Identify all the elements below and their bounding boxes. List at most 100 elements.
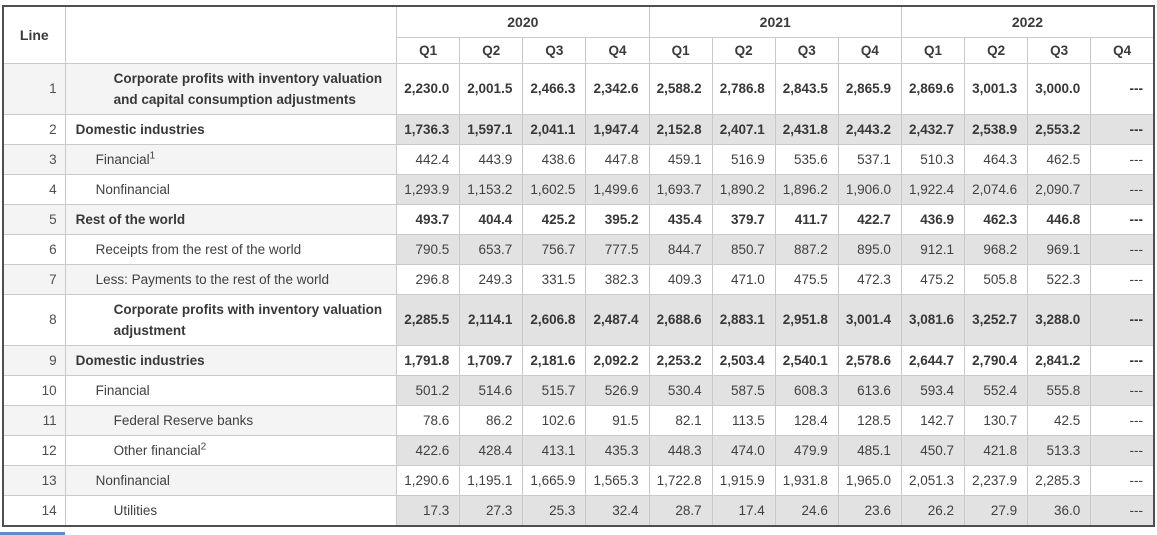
table-row: 1 Corporate profits with inventory valuat… [2, 62, 1155, 115]
row-label: Corporate profits with inventory valuati… [64, 293, 398, 346]
cell-value: 128.5 [837, 404, 902, 436]
row-label: Domestic industries [64, 113, 398, 145]
cell-value: 459.1 [648, 143, 713, 175]
cell-value: 130.7 [964, 404, 1029, 436]
cell-value: 1,890.2 [711, 173, 776, 205]
cell-value: 474.0 [711, 434, 776, 466]
cell-value: 447.8 [585, 143, 650, 175]
cell-value: 1,290.6 [396, 464, 461, 496]
cell-value: 443.9 [459, 143, 524, 175]
cell-value: --- [1090, 62, 1155, 115]
cell-value: 24.6 [774, 494, 839, 526]
table-row: 13 Nonfinancial 1,290.6 1,195.1 1,665.9 1,565… [2, 464, 1155, 496]
cell-value: 17.3 [396, 494, 461, 526]
cell-value: 1,965.0 [837, 464, 902, 496]
cell-value: 756.7 [522, 233, 587, 265]
cell-value: 2,041.1 [522, 113, 587, 145]
cell-value: 613.6 [837, 374, 902, 406]
cell-value: 464.3 [964, 143, 1029, 175]
quarter-header-2021-q2: Q2 [711, 36, 776, 64]
cell-value: 522.3 [1027, 263, 1092, 295]
cell-value: 1,709.7 [459, 344, 524, 376]
cell-value: 1,931.8 [774, 464, 839, 496]
cell-value: 27.9 [964, 494, 1029, 526]
cell-value: 27.3 [459, 494, 524, 526]
cell-value: 428.4 [459, 434, 524, 466]
cell-value: 1,293.9 [396, 173, 461, 205]
cell-value: 128.4 [774, 404, 839, 436]
cell-value: 36.0 [1027, 494, 1092, 526]
cell-value: 1,915.9 [711, 464, 776, 496]
cell-value: 3,001.4 [837, 293, 902, 346]
table-row: 12 Other financial2 422.6 428.4 413.1 435.3 44… [2, 434, 1155, 466]
cell-value: 2,688.6 [648, 293, 713, 346]
cell-value: 462.5 [1027, 143, 1092, 175]
cell-value: 912.1 [900, 233, 966, 265]
line-number: 10 [2, 374, 66, 406]
row-label: Financial1 [64, 143, 398, 175]
cell-value: 2,181.6 [522, 344, 587, 376]
cell-value: 479.9 [774, 434, 839, 466]
quarter-header-2022-q4: Q4 [1090, 36, 1155, 64]
cell-value: --- [1090, 113, 1155, 145]
line-number: 6 [2, 233, 66, 265]
cell-value: 1,597.1 [459, 113, 524, 145]
corporate-profits-table: Line 2020 2021 2022 Q1 Q2 Q3 Q4 Q1 Q2 Q3… [2, 5, 1155, 527]
row-label: Other financial2 [64, 434, 398, 466]
cell-value: --- [1090, 344, 1155, 376]
cell-value: 1,153.2 [459, 173, 524, 205]
cell-value: 2,051.3 [900, 464, 966, 496]
cell-value: --- [1090, 404, 1155, 436]
line-number: 4 [2, 173, 66, 205]
row-label: Less: Payments to the rest of the world [64, 263, 398, 295]
cell-value: 968.2 [964, 233, 1029, 265]
cell-value: 28.7 [648, 494, 713, 526]
cell-value: 446.8 [1027, 203, 1092, 235]
cell-value: 1,736.3 [396, 113, 461, 145]
row-label: Nonfinancial [64, 464, 398, 496]
cell-value: 395.2 [585, 203, 650, 235]
cell-value: 23.6 [837, 494, 902, 526]
cell-value: 510.3 [900, 143, 966, 175]
cell-value: 448.3 [648, 434, 713, 466]
cell-value: 3,000.0 [1027, 62, 1092, 115]
year-header-row: Line 2020 2021 2022 [2, 5, 1155, 64]
table-row: 14 Utilities 17.3 27.3 25.3 32.4 28.7 17.4 24.6 2… [2, 494, 1155, 526]
horizontal-scrollbar-thumb[interactable] [0, 532, 65, 535]
cell-value: 2,869.6 [900, 62, 966, 115]
cell-value: 2,540.1 [774, 344, 839, 376]
cell-value: 844.7 [648, 233, 713, 265]
cell-value: 2,606.8 [522, 293, 587, 346]
cell-value: 2,786.8 [711, 62, 776, 115]
cell-value: 1,906.0 [837, 173, 902, 205]
cell-value: 608.3 [774, 374, 839, 406]
description-column-header [64, 5, 398, 64]
cell-value: 421.8 [964, 434, 1029, 466]
row-label: Rest of the world [64, 203, 398, 235]
cell-value: 2,090.7 [1027, 173, 1092, 205]
cell-value: 887.2 [774, 233, 839, 265]
cell-value: 2,285.3 [1027, 464, 1092, 496]
cell-value: 2,237.9 [964, 464, 1029, 496]
cell-value: 1,791.8 [396, 344, 461, 376]
cell-value: 850.7 [711, 233, 776, 265]
cell-value: 2,790.4 [964, 344, 1029, 376]
cell-value: --- [1090, 203, 1155, 235]
cell-value: 555.8 [1027, 374, 1092, 406]
table-row: 8 Corporate profits with inventory valuat… [2, 293, 1155, 346]
cell-value: 438.6 [522, 143, 587, 175]
cell-value: 2,644.7 [900, 344, 966, 376]
table-row: 3 Financial1 442.4 443.9 438.6 447.8 459.1 516.… [2, 143, 1155, 175]
cell-value: 91.5 [585, 404, 650, 436]
cell-value: 1,665.9 [522, 464, 587, 496]
cell-value: 1,922.4 [900, 173, 966, 205]
cell-value: 2,951.8 [774, 293, 839, 346]
cell-value: 462.3 [964, 203, 1029, 235]
row-label: Domestic industries [64, 344, 398, 376]
cell-value: 442.4 [396, 143, 461, 175]
cell-value: 2,432.7 [900, 113, 966, 145]
cell-value: 790.5 [396, 233, 461, 265]
table-row: 9 Domestic industries 1,791.8 1,709.7 2,181.… [2, 344, 1155, 376]
cell-value: 493.7 [396, 203, 461, 235]
cell-value: 32.4 [585, 494, 650, 526]
